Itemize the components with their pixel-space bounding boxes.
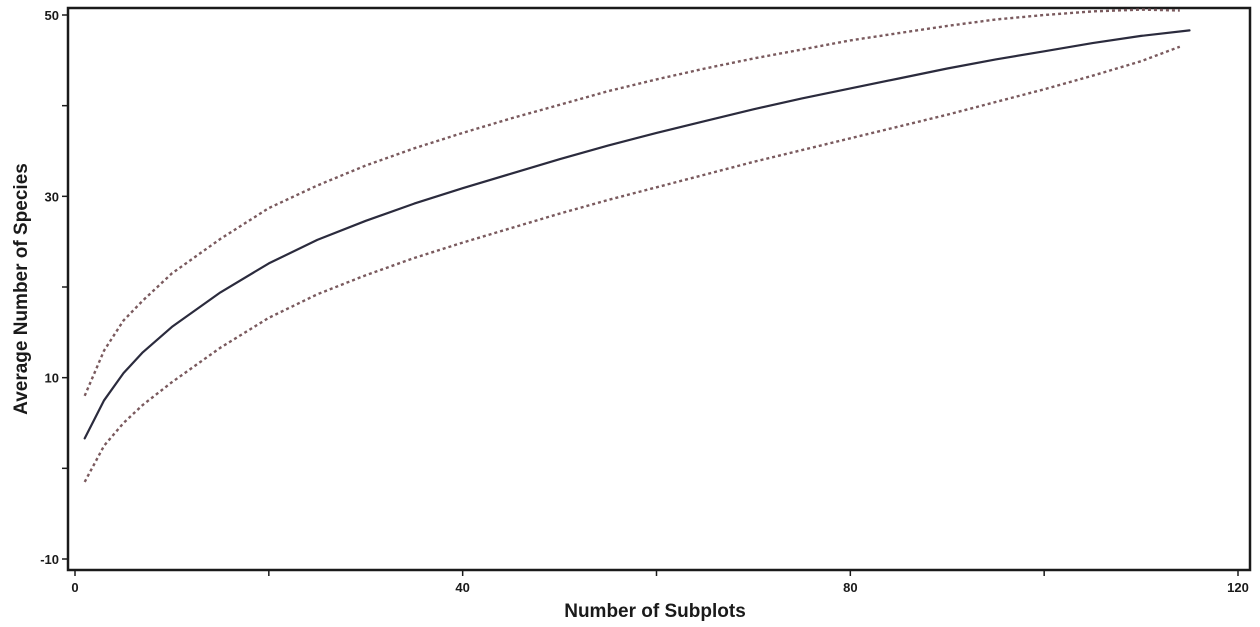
y-tick-label: 30 <box>45 189 59 204</box>
lower-bound-line <box>83 45 1181 483</box>
upper-bound-line <box>83 8 1180 397</box>
plot-area <box>66 6 1252 572</box>
mean-line <box>83 29 1191 440</box>
x-axis-ticks <box>74 570 1239 576</box>
x-tick-label: 0 <box>71 580 78 595</box>
series-layer <box>83 8 1191 483</box>
x-tick-label: 120 <box>1227 580 1249 595</box>
y-tick-label: 10 <box>45 371 59 386</box>
x-axis-title: Number of Subplots <box>564 601 746 622</box>
y-axis-tick-labels: -10 10 30 50 <box>40 8 59 567</box>
y-axis-title: Average Number of Species <box>11 163 32 415</box>
x-axis-tick-labels: 0 40 80 120 <box>71 580 1248 595</box>
x-tick-label: 80 <box>843 580 857 595</box>
y-axis-ticks <box>62 14 68 560</box>
y-tick-label: -10 <box>40 552 59 567</box>
y-tick-label: 50 <box>45 8 59 23</box>
x-tick-label: 40 <box>455 580 469 595</box>
